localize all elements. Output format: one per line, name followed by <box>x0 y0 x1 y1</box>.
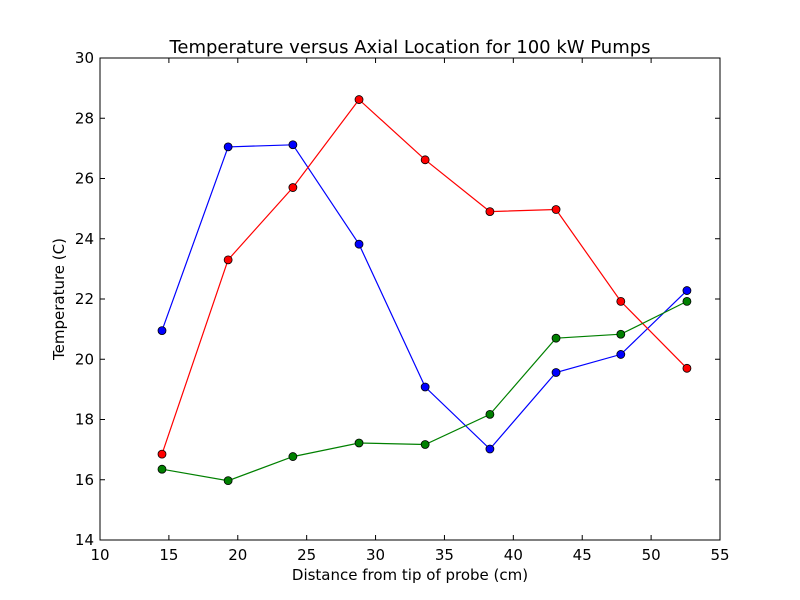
y-tick-label: 28 <box>75 109 94 127</box>
chart-title: Temperature versus Axial Location for 10… <box>168 37 650 58</box>
data-point <box>157 464 167 474</box>
data-point <box>223 142 233 152</box>
data-point <box>420 155 430 165</box>
plot-frame <box>99 57 721 541</box>
data-point <box>420 440 430 449</box>
y-tick-label: 16 <box>75 471 94 489</box>
data-point <box>616 297 626 306</box>
data-point <box>354 438 364 448</box>
y-tick-label: 18 <box>75 411 94 429</box>
x-tick-label: 10 <box>90 546 109 564</box>
data-point <box>288 140 298 150</box>
x-tick-label: 55 <box>710 546 729 564</box>
data-point <box>551 205 561 214</box>
data-point <box>485 207 495 217</box>
x-tick-label: 35 <box>435 546 454 564</box>
x-tick-label: 45 <box>573 546 592 564</box>
data-point <box>354 239 364 249</box>
x-tick-label: 20 <box>228 546 247 564</box>
x-tick-label: 30 <box>366 546 385 564</box>
y-tick-label: 20 <box>75 350 94 368</box>
y-axis-label: Temperature (C) <box>50 238 68 361</box>
x-tick-label: 40 <box>504 546 523 564</box>
data-point <box>223 476 233 486</box>
x-tick-label: 50 <box>642 546 661 564</box>
x-tick-label: 25 <box>297 546 316 564</box>
data-point <box>485 409 495 419</box>
y-tick-label: 30 <box>75 49 94 67</box>
data-point <box>223 255 233 265</box>
data-point <box>485 444 495 454</box>
data-point <box>682 297 692 306</box>
series-line-1 <box>161 98 688 455</box>
y-tick-label: 26 <box>75 170 94 188</box>
data-point <box>682 286 692 295</box>
x-tick-label: 15 <box>159 546 178 564</box>
data-point <box>551 333 561 343</box>
data-point <box>354 95 364 104</box>
data-point <box>682 363 692 373</box>
data-point <box>157 326 167 336</box>
data-point <box>420 382 430 392</box>
data-point <box>551 368 561 377</box>
x-axis-label: Distance from tip of probe (cm) <box>292 566 528 584</box>
y-tick-label: 22 <box>75 290 94 308</box>
data-point <box>288 183 298 192</box>
data-point <box>157 449 167 459</box>
series-line-0 <box>161 144 688 450</box>
y-tick-label: 24 <box>75 230 94 248</box>
data-point <box>616 329 626 339</box>
data-point <box>616 350 626 359</box>
y-tick-label: 14 <box>75 531 94 549</box>
data-point <box>288 452 298 461</box>
